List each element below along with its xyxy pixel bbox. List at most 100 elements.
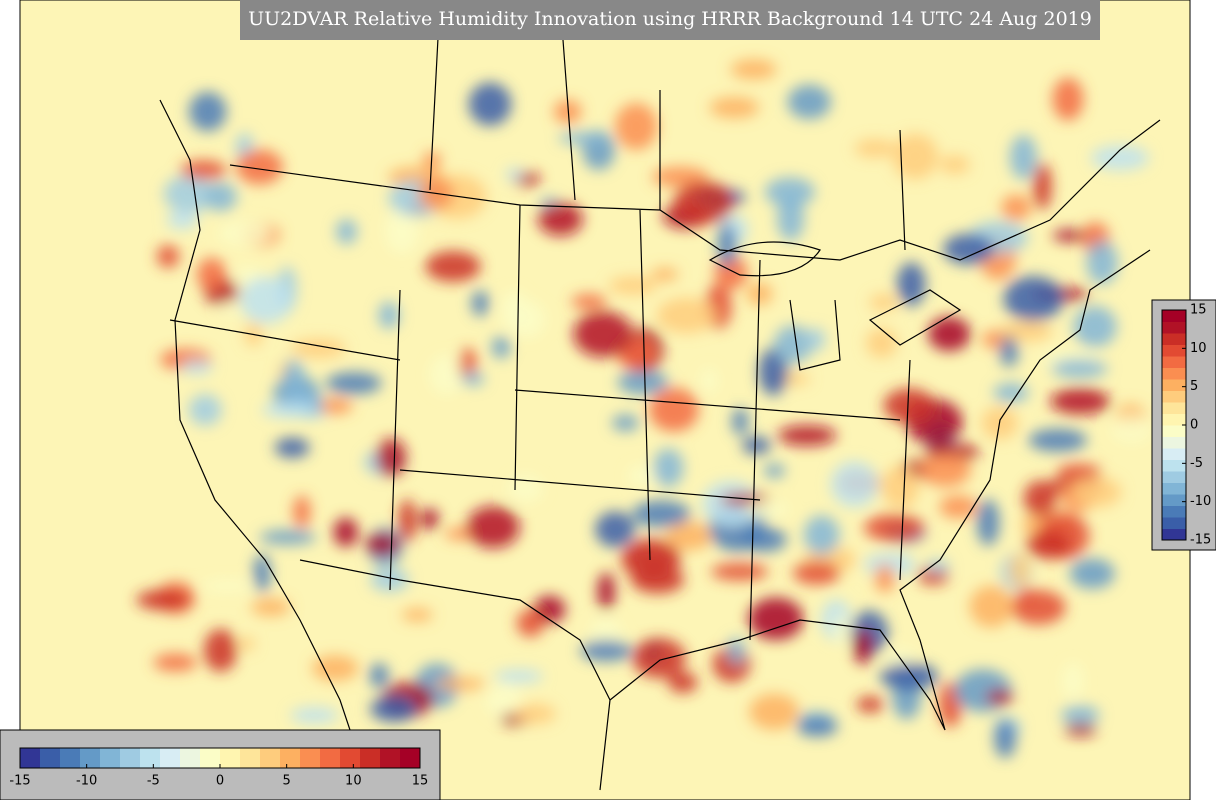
colorbar-bin — [1162, 402, 1186, 414]
field-blob — [597, 572, 615, 611]
field-blob — [993, 383, 1029, 403]
field-blob — [311, 655, 359, 682]
field-blob — [939, 155, 970, 174]
field-blob — [764, 177, 815, 207]
field-blob — [652, 166, 709, 188]
tick-label: 10 — [1190, 341, 1207, 356]
field-blob — [466, 506, 520, 549]
field-blob — [236, 149, 283, 185]
field-blob — [652, 448, 684, 488]
south-border — [299, 559, 611, 791]
colorbar-bin — [140, 748, 161, 768]
field-blob — [939, 495, 978, 519]
field-blob — [253, 553, 271, 593]
field-blob — [632, 500, 691, 528]
field-blob — [834, 615, 851, 645]
colorbar-bin — [60, 748, 81, 768]
field-blob — [742, 436, 771, 455]
field-blob — [611, 414, 639, 432]
tick-label: 15 — [1190, 303, 1207, 318]
field-blob — [869, 293, 898, 311]
field-blob — [156, 244, 180, 269]
field-blob — [485, 683, 524, 718]
field-blob — [369, 663, 389, 689]
field-blob — [1033, 162, 1052, 210]
field-blob — [763, 463, 786, 478]
field-blob — [1060, 705, 1100, 725]
field-blob — [1051, 359, 1108, 378]
colorbar-bin — [120, 748, 141, 768]
colorbar-bin — [360, 748, 381, 768]
boundaries — [159, 0, 1161, 791]
west-coast — [159, 99, 361, 761]
field-blob — [196, 257, 227, 292]
field-blob — [333, 517, 359, 547]
field-blob — [728, 637, 745, 665]
field-blob — [218, 220, 272, 246]
field-blob — [204, 182, 237, 212]
field-blob — [927, 316, 971, 352]
colorbar-bin — [1162, 436, 1186, 449]
field-blob — [673, 181, 734, 225]
colorbar-bin — [320, 748, 341, 768]
field-blob — [874, 564, 895, 593]
field-blob — [792, 561, 841, 585]
field-blob — [365, 532, 400, 557]
field-blob — [777, 196, 805, 241]
tick-label: 0 — [1190, 418, 1198, 433]
great-lakes — [708, 241, 962, 371]
field-blob — [1073, 306, 1117, 348]
field-blob — [425, 251, 481, 282]
colorbar-bin — [240, 748, 261, 768]
field-blob — [153, 653, 198, 672]
field-blob — [787, 84, 832, 120]
field-blob — [429, 355, 465, 395]
map-title: UU2DVAR Relative Humidity Innovation usi… — [248, 8, 1092, 30]
tick-label: -15 — [1190, 533, 1211, 548]
colorbar-bin — [20, 748, 41, 768]
field-blob — [1111, 415, 1151, 443]
field-blob — [667, 671, 698, 694]
field-blob — [774, 325, 813, 364]
field-blob — [420, 508, 439, 530]
field-blob — [505, 167, 523, 181]
field-blob — [221, 301, 238, 316]
field-blob — [537, 202, 583, 236]
canada-lines — [429, 0, 906, 251]
colorbar-bin — [80, 748, 101, 768]
colorbar-bin — [380, 748, 401, 768]
colorbar-bin — [1162, 356, 1186, 368]
field-blob — [969, 585, 1014, 628]
colorbar-bin — [300, 748, 321, 768]
field-blob — [516, 609, 545, 637]
field-blob — [315, 398, 353, 414]
field-blob — [491, 336, 511, 359]
colorbar-bin — [1162, 367, 1186, 380]
field-blob — [512, 703, 556, 724]
field-blob — [717, 223, 737, 267]
field-blob — [943, 233, 995, 265]
field-blob — [649, 387, 699, 432]
field-blob — [856, 696, 884, 713]
north-border — [229, 119, 1161, 261]
field-blob — [1086, 240, 1118, 285]
colorbar-bin — [220, 748, 241, 768]
colorbar-bin — [280, 748, 301, 768]
field-blob — [1062, 662, 1084, 700]
field-blob — [571, 294, 607, 310]
state-lines — [169, 204, 911, 641]
field-blob — [777, 425, 837, 446]
colorbar-bin — [1162, 482, 1186, 495]
field-blob — [830, 461, 879, 508]
field-blob — [274, 437, 310, 458]
field-blob — [926, 559, 950, 573]
field-blob — [630, 566, 685, 594]
field-blob — [203, 628, 238, 672]
field-blob — [880, 662, 939, 691]
field-blob — [711, 562, 769, 581]
field-blob — [1072, 476, 1122, 508]
field-blob — [744, 501, 790, 518]
colorbar-bin — [1162, 517, 1186, 529]
field-blob — [1025, 530, 1071, 560]
